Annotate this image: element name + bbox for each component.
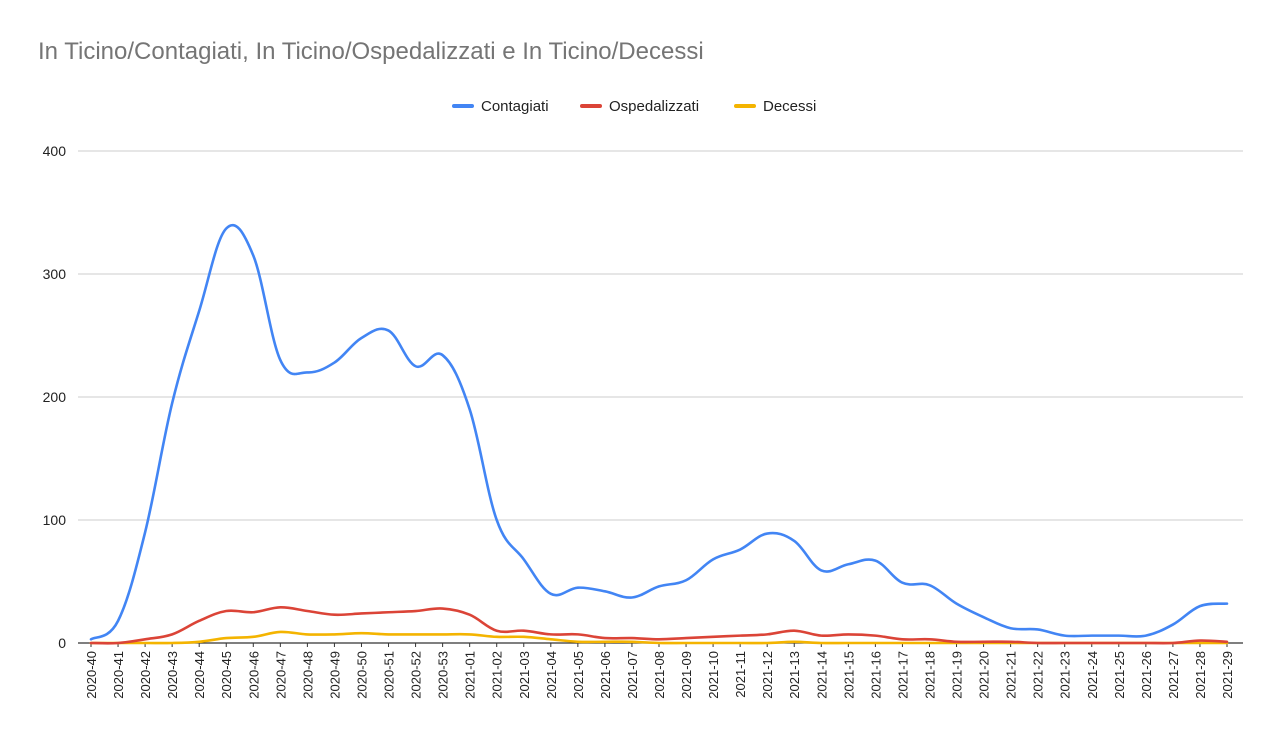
legend-label: Ospedalizzati [609, 98, 699, 115]
x-tick-label: 2021-08 [652, 651, 667, 699]
gridlines [78, 150, 1243, 644]
x-tick-label: 2021-17 [895, 651, 910, 699]
x-tick-label: 2020-44 [192, 651, 207, 699]
x-tick-label: 2021-04 [544, 651, 559, 699]
x-tick-label: 2021-01 [463, 651, 478, 699]
x-tick-label: 2021-11 [733, 651, 748, 698]
x-tick-label: 2021-27 [1166, 651, 1181, 699]
x-tick-label: 2020-53 [436, 651, 451, 699]
x-tick-label: 2020-49 [327, 651, 342, 699]
x-tick-label: 2021-03 [517, 651, 532, 699]
x-tick-label: 2020-47 [273, 651, 288, 699]
chart-title: In Ticino/Contagiati, In Ticino/Ospedali… [38, 38, 704, 65]
x-tick-label: 2021-24 [1085, 651, 1100, 699]
y-tick-label: 300 [43, 266, 67, 282]
series-lines [89, 223, 1229, 645]
legend: Contagiati Ospedalizzati Decessi [452, 98, 816, 115]
x-tick-label: 2020-50 [354, 651, 369, 699]
x-tick-label: 2020-43 [165, 651, 180, 699]
x-tick-label: 2021-15 [841, 651, 856, 699]
legend-item-decessi: Decessi [734, 98, 816, 115]
legend-item-ospedalizzati: Ospedalizzati [580, 98, 699, 115]
y-tick-label: 0 [58, 635, 66, 651]
y-tick-label: 400 [43, 143, 67, 159]
x-tick-label: 2020-51 [382, 651, 397, 699]
x-tick-label: 2020-41 [111, 651, 126, 699]
x-tick-label: 2021-22 [1031, 651, 1046, 699]
x-tick-label: 2020-52 [409, 651, 424, 699]
x-tick-label: 2021-16 [868, 651, 883, 699]
x-tick-label: 2021-06 [598, 651, 613, 699]
x-tick-label: 2021-10 [706, 651, 721, 699]
x-tick-label: 2020-45 [219, 651, 234, 699]
series-line-contagiati [89, 223, 1229, 641]
x-tick-label: 2021-18 [922, 651, 937, 699]
x-tick-label: 2021-12 [760, 651, 775, 699]
x-tick-label: 2021-20 [977, 651, 992, 699]
x-tick-label: 2021-02 [490, 651, 505, 699]
series-line-ospedalizzati [89, 606, 1229, 645]
x-tick-label: 2021-29 [1220, 651, 1235, 699]
x-tick-label: 2021-05 [571, 651, 586, 699]
x-tick-label: 2020-48 [300, 651, 315, 699]
x-tick-label: 2021-13 [787, 651, 802, 699]
y-tick-label: 100 [43, 512, 67, 528]
x-tick-label: 2021-23 [1058, 651, 1073, 699]
x-tick-label: 2020-42 [138, 651, 153, 699]
x-axis-ticks: 2020-40 2020-41 2020-42 2020-43 2020-44 2020-… [84, 643, 1235, 699]
x-tick-label: 2021-07 [625, 651, 640, 699]
x-tick-label: 2021-21 [1004, 651, 1019, 699]
legend-item-contagiati: Contagiati [452, 98, 549, 115]
x-tick-label: 2021-19 [950, 651, 965, 699]
y-axis-ticks: 0 100 200 300 400 [43, 143, 67, 651]
x-tick-label: 2021-25 [1112, 651, 1127, 699]
x-tick-label: 2021-14 [814, 651, 829, 699]
x-tick-label: 2021-28 [1193, 651, 1208, 699]
x-tick-label: 2021-09 [679, 651, 694, 699]
legend-label: Contagiati [481, 98, 549, 115]
y-tick-label: 200 [43, 389, 67, 405]
x-tick-label: 2020-46 [246, 651, 261, 699]
legend-label: Decessi [763, 98, 816, 115]
x-tick-label: 2020-40 [84, 651, 99, 699]
x-tick-label: 2021-26 [1139, 651, 1154, 699]
